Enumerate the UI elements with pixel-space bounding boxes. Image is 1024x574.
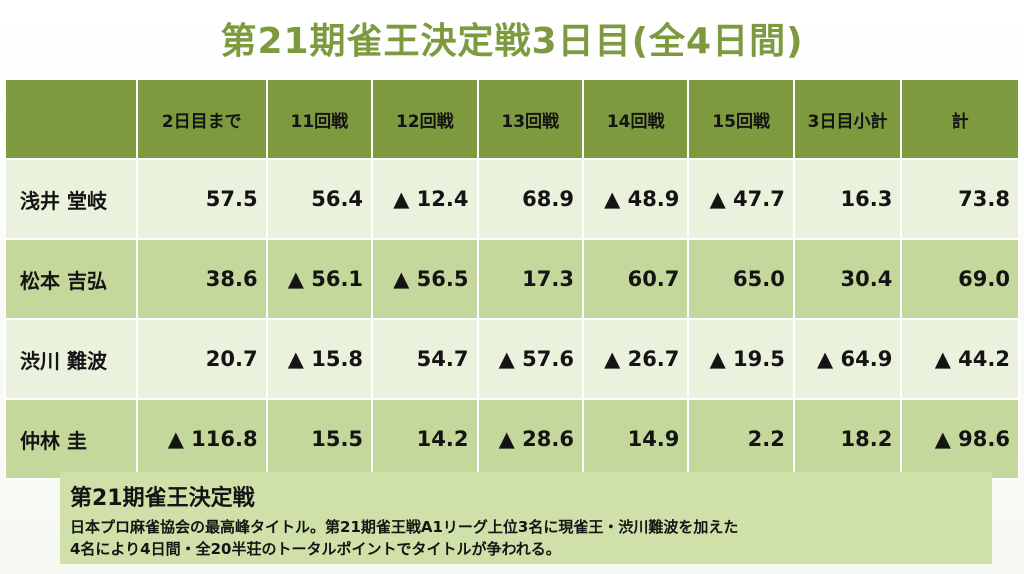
- score-cell: 38.6: [135, 238, 268, 320]
- table-row: 仲林 圭 ▲ 116.8 15.5 14.2 ▲ 28.6 14.9 2.2 1…: [4, 398, 1020, 480]
- player-name: 仲林 圭: [4, 398, 138, 480]
- score-cell: 2.2: [687, 398, 795, 480]
- header-cell-name: [4, 78, 138, 160]
- description-line: 日本プロ麻雀協会の最高峰タイトル。第21期雀王戦A1リーグ上位3名に現雀王・渋川…: [70, 518, 739, 536]
- score-cell: ▲ 98.6: [900, 398, 1020, 480]
- score-cell: ▲ 15.8: [265, 318, 374, 400]
- description-text: 日本プロ麻雀協会の最高峰タイトル。第21期雀王戦A1リーグ上位3名に現雀王・渋川…: [70, 516, 982, 560]
- header-cell-day3-subtotal: 3日目小計: [792, 78, 903, 160]
- header-cell-round14: 14回戦: [581, 78, 690, 160]
- score-cell: 65.0: [687, 238, 795, 320]
- score-cell: 16.3: [792, 158, 903, 240]
- score-cell: 68.9: [476, 158, 584, 240]
- score-cell: 57.5: [135, 158, 268, 240]
- score-cell: 54.7: [371, 318, 479, 400]
- score-cell: 73.8: [900, 158, 1020, 240]
- score-cell: ▲ 56.1: [265, 238, 374, 320]
- score-cell: ▲ 44.2: [900, 318, 1020, 400]
- player-name: 渋川 難波: [4, 318, 138, 400]
- score-cell: 18.2: [792, 398, 903, 480]
- score-cell: 14.9: [581, 398, 690, 480]
- score-cell: ▲ 48.9: [581, 158, 690, 240]
- score-cell: 56.4: [265, 158, 374, 240]
- table-row: 松本 吉弘 38.6 ▲ 56.1 ▲ 56.5 17.3 60.7 65.0 …: [4, 238, 1020, 320]
- header-cell-round13: 13回戦: [476, 78, 584, 160]
- score-cell: 17.3: [476, 238, 584, 320]
- header-cell-day2: 2日目まで: [135, 78, 268, 160]
- header-cell-round11: 11回戦: [265, 78, 374, 160]
- header-cell-total: 計: [900, 78, 1020, 160]
- score-cell: ▲ 26.7: [581, 318, 690, 400]
- score-cell: ▲ 116.8: [135, 398, 268, 480]
- score-cell: ▲ 12.4: [371, 158, 479, 240]
- score-cell: 69.0: [900, 238, 1020, 320]
- table-row: 渋川 難波 20.7 ▲ 15.8 54.7 ▲ 57.6 ▲ 26.7 ▲ 1…: [4, 318, 1020, 400]
- description-box: 第21期雀王決定戦 日本プロ麻雀協会の最高峰タイトル。第21期雀王戦A1リーグ上…: [60, 472, 992, 564]
- header-row: 2日目まで 11回戦 12回戦 13回戦 14回戦 15回戦 3日目小計 計: [4, 78, 1020, 160]
- header-cell-round15: 15回戦: [687, 78, 795, 160]
- score-cell: ▲ 57.6: [476, 318, 584, 400]
- header-cell-round12: 12回戦: [371, 78, 479, 160]
- score-cell: 15.5: [265, 398, 374, 480]
- description-line: 4名により4日間・全20半荘のトータルポイントでタイトルが争われる。: [70, 540, 561, 558]
- page-title: 第21期雀王決定戦3日目(全4日間): [220, 21, 804, 62]
- score-cell: 30.4: [792, 238, 903, 320]
- score-cell: 20.7: [135, 318, 268, 400]
- score-cell: ▲ 56.5: [371, 238, 479, 320]
- score-cell: ▲ 47.7: [687, 158, 795, 240]
- score-cell: ▲ 64.9: [792, 318, 903, 400]
- score-cell: ▲ 19.5: [687, 318, 795, 400]
- score-table: 2日目まで 11回戦 12回戦 13回戦 14回戦 15回戦 3日目小計 計 浅…: [4, 78, 1020, 480]
- score-cell: ▲ 28.6: [476, 398, 584, 480]
- description-title: 第21期雀王決定戦: [70, 486, 255, 511]
- table-row: 浅井 堂岐 57.5 56.4 ▲ 12.4 68.9 ▲ 48.9 ▲ 47.…: [4, 158, 1020, 240]
- score-cell: 14.2: [371, 398, 479, 480]
- player-name: 浅井 堂岐: [4, 158, 138, 240]
- score-cell: 60.7: [581, 238, 690, 320]
- player-name: 松本 吉弘: [4, 238, 138, 320]
